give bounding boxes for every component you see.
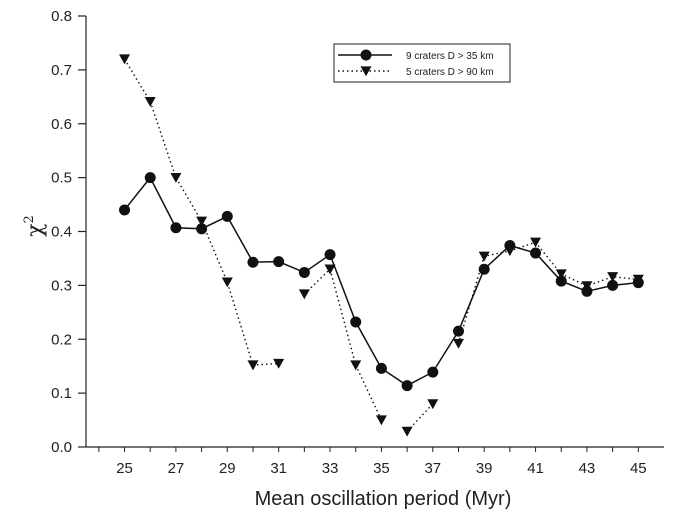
data-point-triangle [196, 216, 208, 227]
y-tick-label: 0.6 [51, 116, 72, 133]
y-tick-label: 0.3 [51, 277, 72, 294]
data-point-triangle [273, 358, 285, 369]
data-point-triangle [427, 399, 439, 410]
x-tick-label: 37 [424, 460, 441, 477]
x-axis-title: Mean oscillation period (Myr) [255, 488, 512, 510]
y-tick-label: 0.5 [51, 170, 72, 187]
data-point-triangle [144, 96, 156, 107]
data-point-triangle [504, 246, 516, 257]
data-point-triangle [247, 360, 259, 371]
data-point-triangle [632, 274, 644, 285]
axes: 0.0 0.1 0.2 0.3 0.4 0.5 0.6 0.7 0.8 25 27 29 31 33 35 3… [51, 8, 664, 477]
y-axis-title-symbol: χ [23, 223, 48, 236]
data-point-circle [247, 256, 259, 268]
legend-label: 5 craters D > 90 km [406, 67, 494, 78]
data-point-triangle [298, 289, 310, 300]
y-tick-label: 0.7 [51, 62, 72, 79]
data-point-triangle [170, 172, 182, 183]
data-point-triangle [119, 54, 131, 65]
data-point-triangle [324, 264, 336, 275]
data-point-circle [581, 285, 593, 297]
y-tick-label: 0.8 [51, 8, 72, 25]
y-tick-label: 0.2 [51, 331, 72, 348]
data-point-triangle [478, 251, 490, 262]
x-tick-label: 43 [579, 460, 596, 477]
data-point-circle [170, 222, 182, 234]
data-point-circle [607, 279, 619, 291]
data-point-triangle [350, 360, 362, 371]
data-point-triangle [221, 277, 233, 288]
x-tick-label: 35 [373, 460, 390, 477]
y-axis-title-superscript: 2 [22, 215, 37, 223]
legend-label: 9 craters D > 35 km [406, 51, 494, 62]
data-point-circle [324, 249, 336, 261]
data-point-circle [478, 263, 490, 275]
data-point-circle [427, 366, 439, 378]
data-point-triangle [607, 272, 619, 282]
data-point-triangle [375, 415, 387, 426]
data-point-triangle [581, 281, 593, 292]
series-line [303, 267, 383, 421]
legend: 9 craters D > 35 km 5 craters D > 90 km [333, 43, 511, 83]
data-point-circle [555, 275, 567, 287]
data-point-circle [401, 380, 413, 392]
data-point-triangle [401, 426, 413, 437]
data-point-circle [375, 362, 387, 374]
x-tick-label: 45 [630, 460, 647, 477]
series-line [123, 58, 279, 366]
x-tick-label: 29 [219, 460, 236, 477]
series-line [406, 403, 434, 432]
y-tick-label: 0.4 [51, 224, 72, 241]
data-point-circle [350, 316, 362, 328]
series-2 [119, 54, 644, 437]
data-point-circle [530, 247, 542, 259]
data-point-circle [221, 210, 233, 222]
data-point-triangle [555, 269, 567, 280]
y-tick-label: 0.0 [51, 439, 72, 456]
series-layer [119, 54, 644, 437]
series-line [457, 241, 639, 344]
legend-marker-triangle [360, 66, 372, 77]
x-tick-label: 27 [168, 460, 185, 477]
series-1 [119, 172, 644, 392]
data-point-circle [144, 172, 156, 184]
x-tick-label: 31 [270, 460, 287, 477]
x-tick-label: 41 [527, 460, 544, 477]
x-tick-label: 39 [476, 460, 493, 477]
x-tick-label: 25 [116, 460, 133, 477]
data-point-circle [298, 266, 310, 278]
legend-marker-circle [360, 49, 372, 61]
data-point-triangle [452, 338, 464, 349]
data-point-circle [119, 204, 131, 216]
data-point-circle [273, 256, 285, 268]
y-axis-title: χ2 [22, 215, 48, 237]
data-point-circle [196, 223, 208, 235]
data-point-circle [452, 325, 464, 337]
x-tick-label: 33 [322, 460, 339, 477]
y-tick-label: 0.1 [51, 385, 72, 402]
data-point-triangle [530, 237, 542, 248]
